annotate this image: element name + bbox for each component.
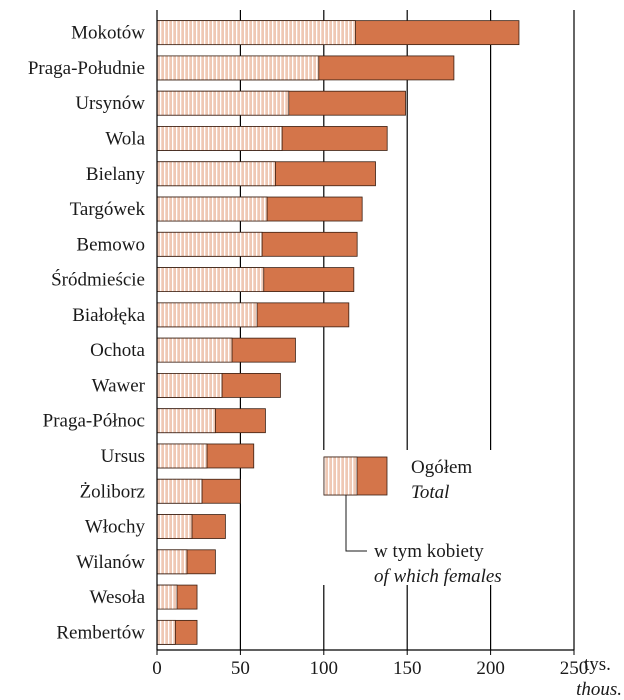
category-label: Białołęka	[72, 305, 145, 326]
bar-females	[156, 584, 178, 610]
bar-females	[156, 196, 268, 222]
category-label: Wilanów	[76, 552, 145, 573]
x-tick-label: 200	[476, 658, 505, 679]
x-unit-label-en: thous.	[576, 679, 622, 700]
bar-females	[156, 20, 356, 46]
category-label: Targówek	[70, 199, 146, 220]
bar-females	[156, 161, 276, 187]
legend-total-label-en: Total	[411, 482, 449, 503]
category-labels: Mokotów Praga-Południe Ursynów Wola Bielany T…	[28, 23, 146, 644]
bar-females	[156, 126, 283, 151]
bar-females	[156, 408, 216, 434]
legend-total-label: Ogółem	[411, 457, 472, 478]
bar-females	[156, 337, 233, 363]
x-tick-label: 100	[310, 658, 339, 679]
category-label: Rembertów	[56, 622, 145, 643]
bars	[156, 20, 520, 645]
x-axis: tys. thous. 0 50 100 150 200 250	[152, 650, 622, 700]
category-label: Mokotów	[71, 23, 145, 44]
category-label: Wawer	[92, 375, 146, 396]
category-label: Praga-Północ	[43, 411, 145, 432]
bar-females	[156, 302, 258, 328]
category-label: Ursynów	[75, 93, 145, 114]
category-label: Ursus	[101, 446, 145, 467]
category-label: Bemowo	[76, 234, 145, 255]
category-label: Wesoła	[90, 587, 146, 608]
bar-females	[156, 549, 188, 575]
bar-females	[156, 267, 265, 292]
bar-females	[156, 55, 320, 81]
x-tick-label: 50	[231, 658, 250, 679]
x-tick-label: 0	[152, 658, 162, 679]
legend-female-swatch	[323, 456, 358, 496]
category-label: Bielany	[86, 164, 146, 185]
legend: Ogółem Total w tym kobiety of which fema…	[318, 450, 543, 587]
bar-females	[156, 478, 203, 504]
legend-female-label: w tym kobiety	[374, 541, 484, 562]
category-label: Wola	[105, 128, 145, 149]
bar-females	[156, 231, 263, 257]
x-unit-label: tys.	[584, 654, 611, 675]
bar-females	[156, 90, 290, 116]
category-label: Włochy	[85, 517, 146, 538]
x-tick-label: 150	[393, 658, 422, 679]
bar-females	[156, 514, 193, 539]
bar-females	[156, 373, 223, 398]
legend-female-label-en: of which females	[374, 566, 502, 587]
legend-leader-line	[345, 495, 367, 552]
category-label: Ochota	[90, 340, 145, 361]
category-label: Praga-Południe	[28, 58, 145, 79]
bar-females	[156, 619, 176, 645]
bar-females	[156, 443, 208, 469]
x-tick-label: 250	[560, 658, 589, 679]
category-label: Śródmieście	[51, 269, 145, 291]
category-label: Żoliborz	[80, 481, 145, 502]
